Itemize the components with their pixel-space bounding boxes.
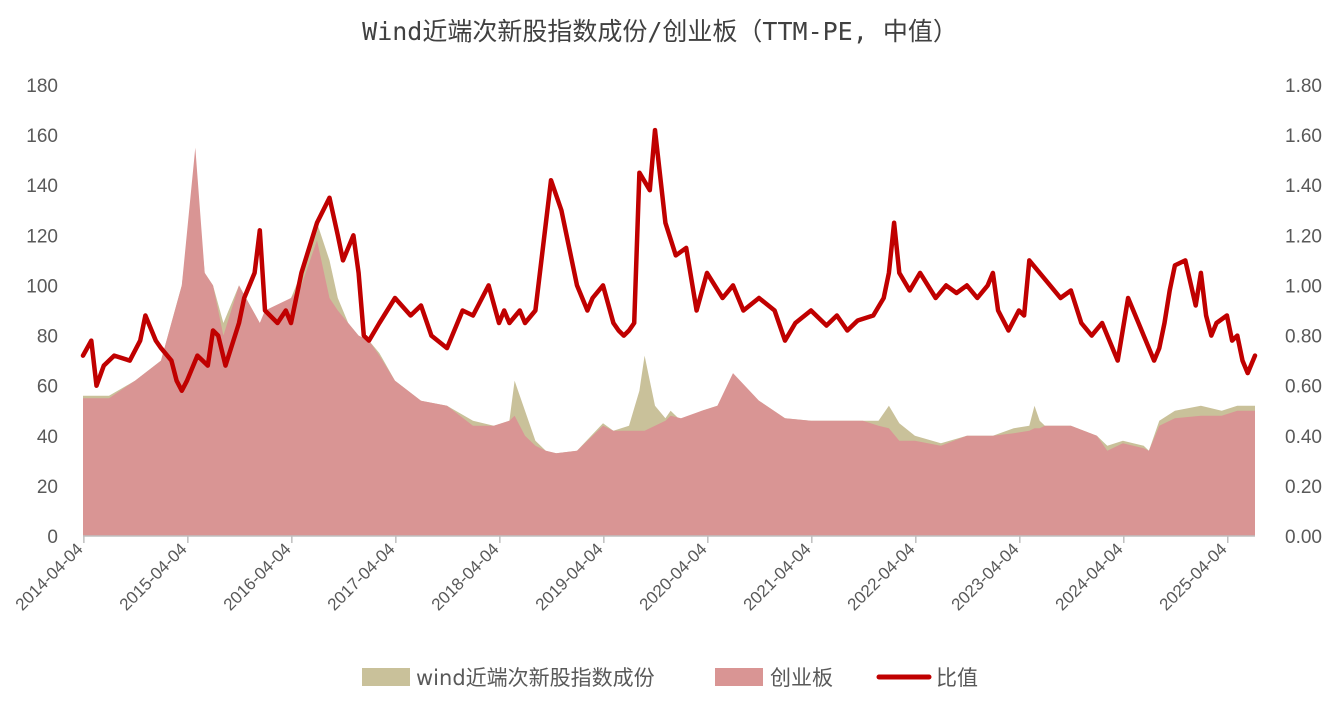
y-right-tick-label: 1.20 <box>1285 226 1322 247</box>
legend-swatch-wind <box>362 668 410 686</box>
legend-item-wind: wind近端次新股指数成份 <box>362 666 655 690</box>
x-tick-label: 2015-04-04 <box>116 539 191 614</box>
y-left-tick-label: 60 <box>37 377 58 398</box>
y-right-tick-label: 1.40 <box>1285 176 1322 197</box>
y-right-tick-label: 0.80 <box>1285 327 1322 348</box>
y-left-tick-label: 0 <box>47 527 58 548</box>
y-right-tick-label: 1.00 <box>1285 276 1322 297</box>
y-axis-left: 0 20 40 60 80 100 120 140 160 180 <box>26 76 58 548</box>
y-left-tick-label: 180 <box>26 76 58 97</box>
x-tick-label: 2014-04-04 <box>12 539 87 614</box>
chart-title: Wind近端次新股指数成份/创业板（TTM-PE, 中值） <box>362 17 958 46</box>
x-tick-label: 2021-04-04 <box>740 539 815 614</box>
plot-area <box>80 127 1258 536</box>
y-left-tick-label: 160 <box>26 126 58 147</box>
x-tick-label: 2020-04-04 <box>636 539 711 614</box>
y-left-tick-label: 20 <box>37 477 58 498</box>
x-axis: 2014-04-04 2015-04-04 2016-04-04 2017-04-04… <box>12 536 1231 614</box>
x-tick-label: 2025-04-04 <box>1156 539 1231 614</box>
y-left-tick-label: 80 <box>37 327 58 348</box>
x-tick-label: 2017-04-04 <box>324 539 399 614</box>
y-right-tick-label: 0.40 <box>1285 427 1322 448</box>
legend-label-wind: wind近端次新股指数成份 <box>416 666 655 690</box>
y-right-tick-label: 0.00 <box>1285 527 1322 548</box>
y-right-tick-label: 1.60 <box>1285 126 1322 147</box>
legend-item-ratio: 比值 <box>876 666 978 690</box>
x-tick-label: 2016-04-04 <box>220 539 295 614</box>
legend-label-cyb: 创业板 <box>770 666 833 690</box>
legend: wind近端次新股指数成份 创业板 比值 <box>362 666 978 690</box>
y-left-tick-label: 100 <box>26 276 58 297</box>
y-left-tick-label: 120 <box>26 226 58 247</box>
x-tick-label: 2018-04-04 <box>428 539 503 614</box>
y-right-tick-label: 0.20 <box>1285 477 1322 498</box>
y-left-tick-label: 40 <box>37 427 58 448</box>
series-ratio-line <box>80 127 1258 393</box>
x-tick-label: 2022-04-04 <box>844 539 919 614</box>
x-tick-label: 2024-04-04 <box>1052 539 1127 614</box>
y-left-tick-label: 140 <box>26 176 58 197</box>
y-axis-right: 0.00 0.20 0.40 0.60 0.80 1.00 1.20 1.40 1.60 1.80 <box>1285 76 1322 548</box>
legend-label-ratio: 比值 <box>936 666 978 690</box>
y-right-tick-label: 0.60 <box>1285 377 1322 398</box>
series-cyb-area <box>83 147 1255 536</box>
y-right-tick-label: 1.80 <box>1285 76 1322 97</box>
legend-item-cyb: 创业板 <box>715 666 833 690</box>
x-tick-label: 2019-04-04 <box>532 539 607 614</box>
legend-swatch-cyb <box>715 668 763 686</box>
x-tick-label: 2023-04-04 <box>948 539 1023 614</box>
